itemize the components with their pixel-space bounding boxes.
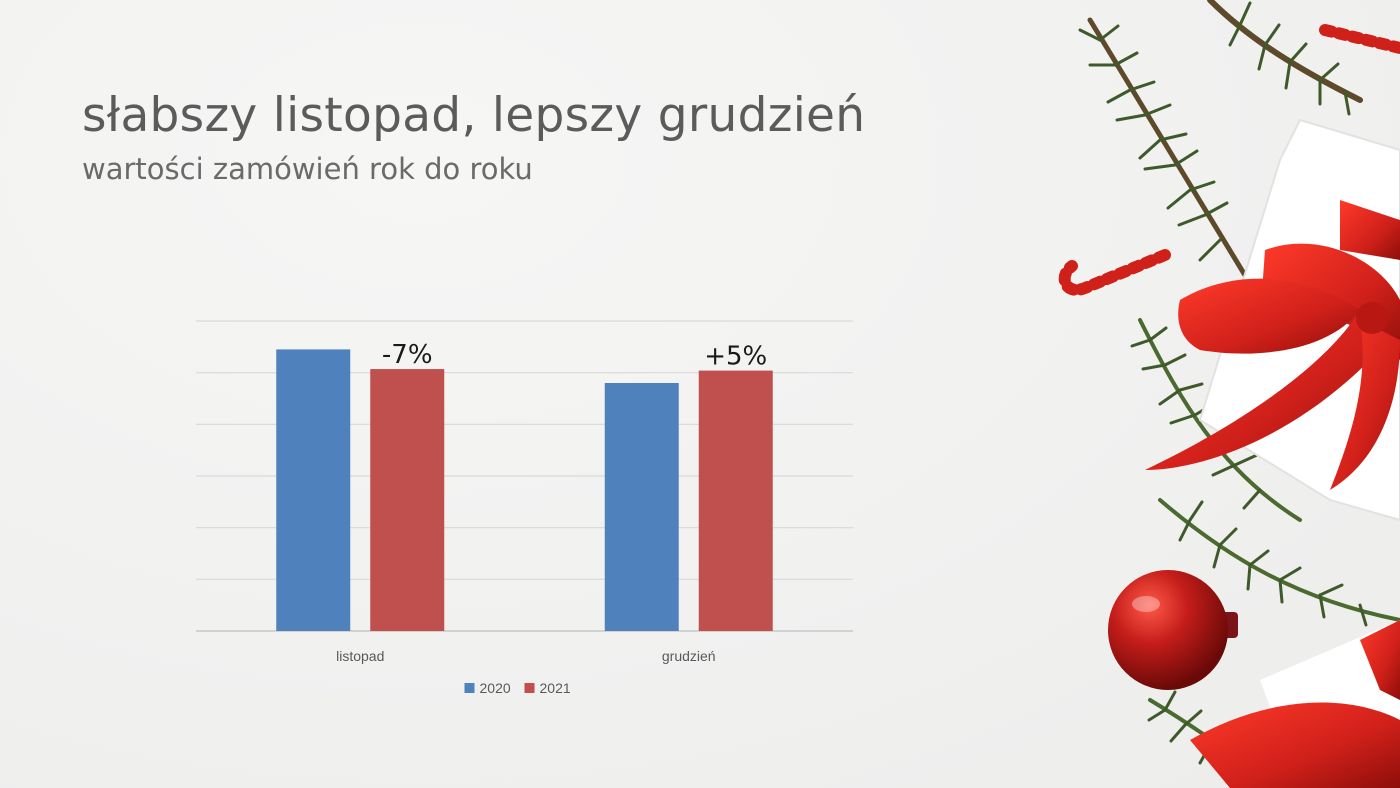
bar-grudzień-2020 bbox=[604, 383, 679, 631]
chart-legend: 2020 2021 bbox=[464, 680, 571, 696]
gift-box-icon bbox=[1145, 118, 1400, 522]
legend-label-2021: 2021 bbox=[540, 680, 571, 696]
chart-bars bbox=[276, 349, 773, 631]
x-tick-label: listopad bbox=[336, 648, 384, 664]
legend-label-2020: 2020 bbox=[480, 680, 511, 696]
chart-x-axis: listopad grudzień bbox=[336, 648, 715, 664]
bar-annotation: -7% bbox=[382, 340, 433, 370]
pine-branch-icon bbox=[1078, 0, 1400, 788]
bar-listopad-2021 bbox=[370, 369, 445, 631]
legend-swatch-2020 bbox=[464, 683, 475, 693]
x-tick-label: grudzień bbox=[662, 648, 716, 664]
bar-grudzień-2021 bbox=[698, 370, 773, 631]
candy-cane-icon bbox=[1058, 24, 1400, 296]
slide-subtitle: wartości zamówień rok do roku bbox=[82, 152, 533, 186]
slide-title: słabszy listopad, lepszy grudzień bbox=[82, 88, 866, 143]
bar-annotation: +5% bbox=[704, 342, 767, 372]
gift-box-bottom-icon bbox=[1190, 620, 1400, 788]
legend-swatch-2021 bbox=[524, 683, 535, 693]
red-ornament-icon bbox=[1108, 570, 1238, 690]
chart-annotations: -7% +5% bbox=[382, 340, 767, 372]
bar-listopad-2020 bbox=[276, 349, 351, 631]
